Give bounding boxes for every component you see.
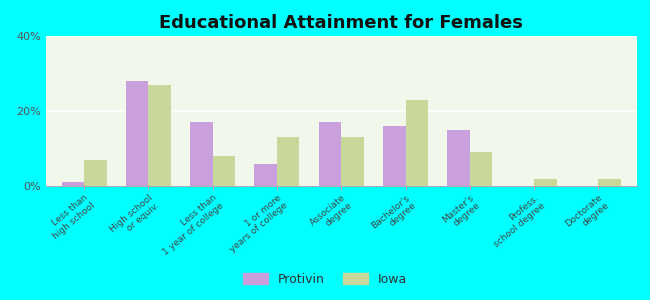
- Legend: Protivin, Iowa: Protivin, Iowa: [237, 268, 413, 291]
- Bar: [190, 122, 213, 186]
- Bar: [213, 156, 235, 186]
- Bar: [62, 182, 84, 186]
- Bar: [406, 100, 428, 186]
- Bar: [126, 81, 148, 186]
- Bar: [148, 85, 171, 186]
- Bar: [318, 122, 341, 186]
- Bar: [341, 137, 364, 186]
- Bar: [254, 164, 277, 186]
- Title: Educational Attainment for Females: Educational Attainment for Females: [159, 14, 523, 32]
- Bar: [534, 178, 556, 186]
- Bar: [383, 126, 406, 186]
- Bar: [447, 130, 470, 186]
- Bar: [277, 137, 300, 186]
- Bar: [599, 178, 621, 186]
- Bar: [470, 152, 492, 186]
- Bar: [84, 160, 107, 186]
